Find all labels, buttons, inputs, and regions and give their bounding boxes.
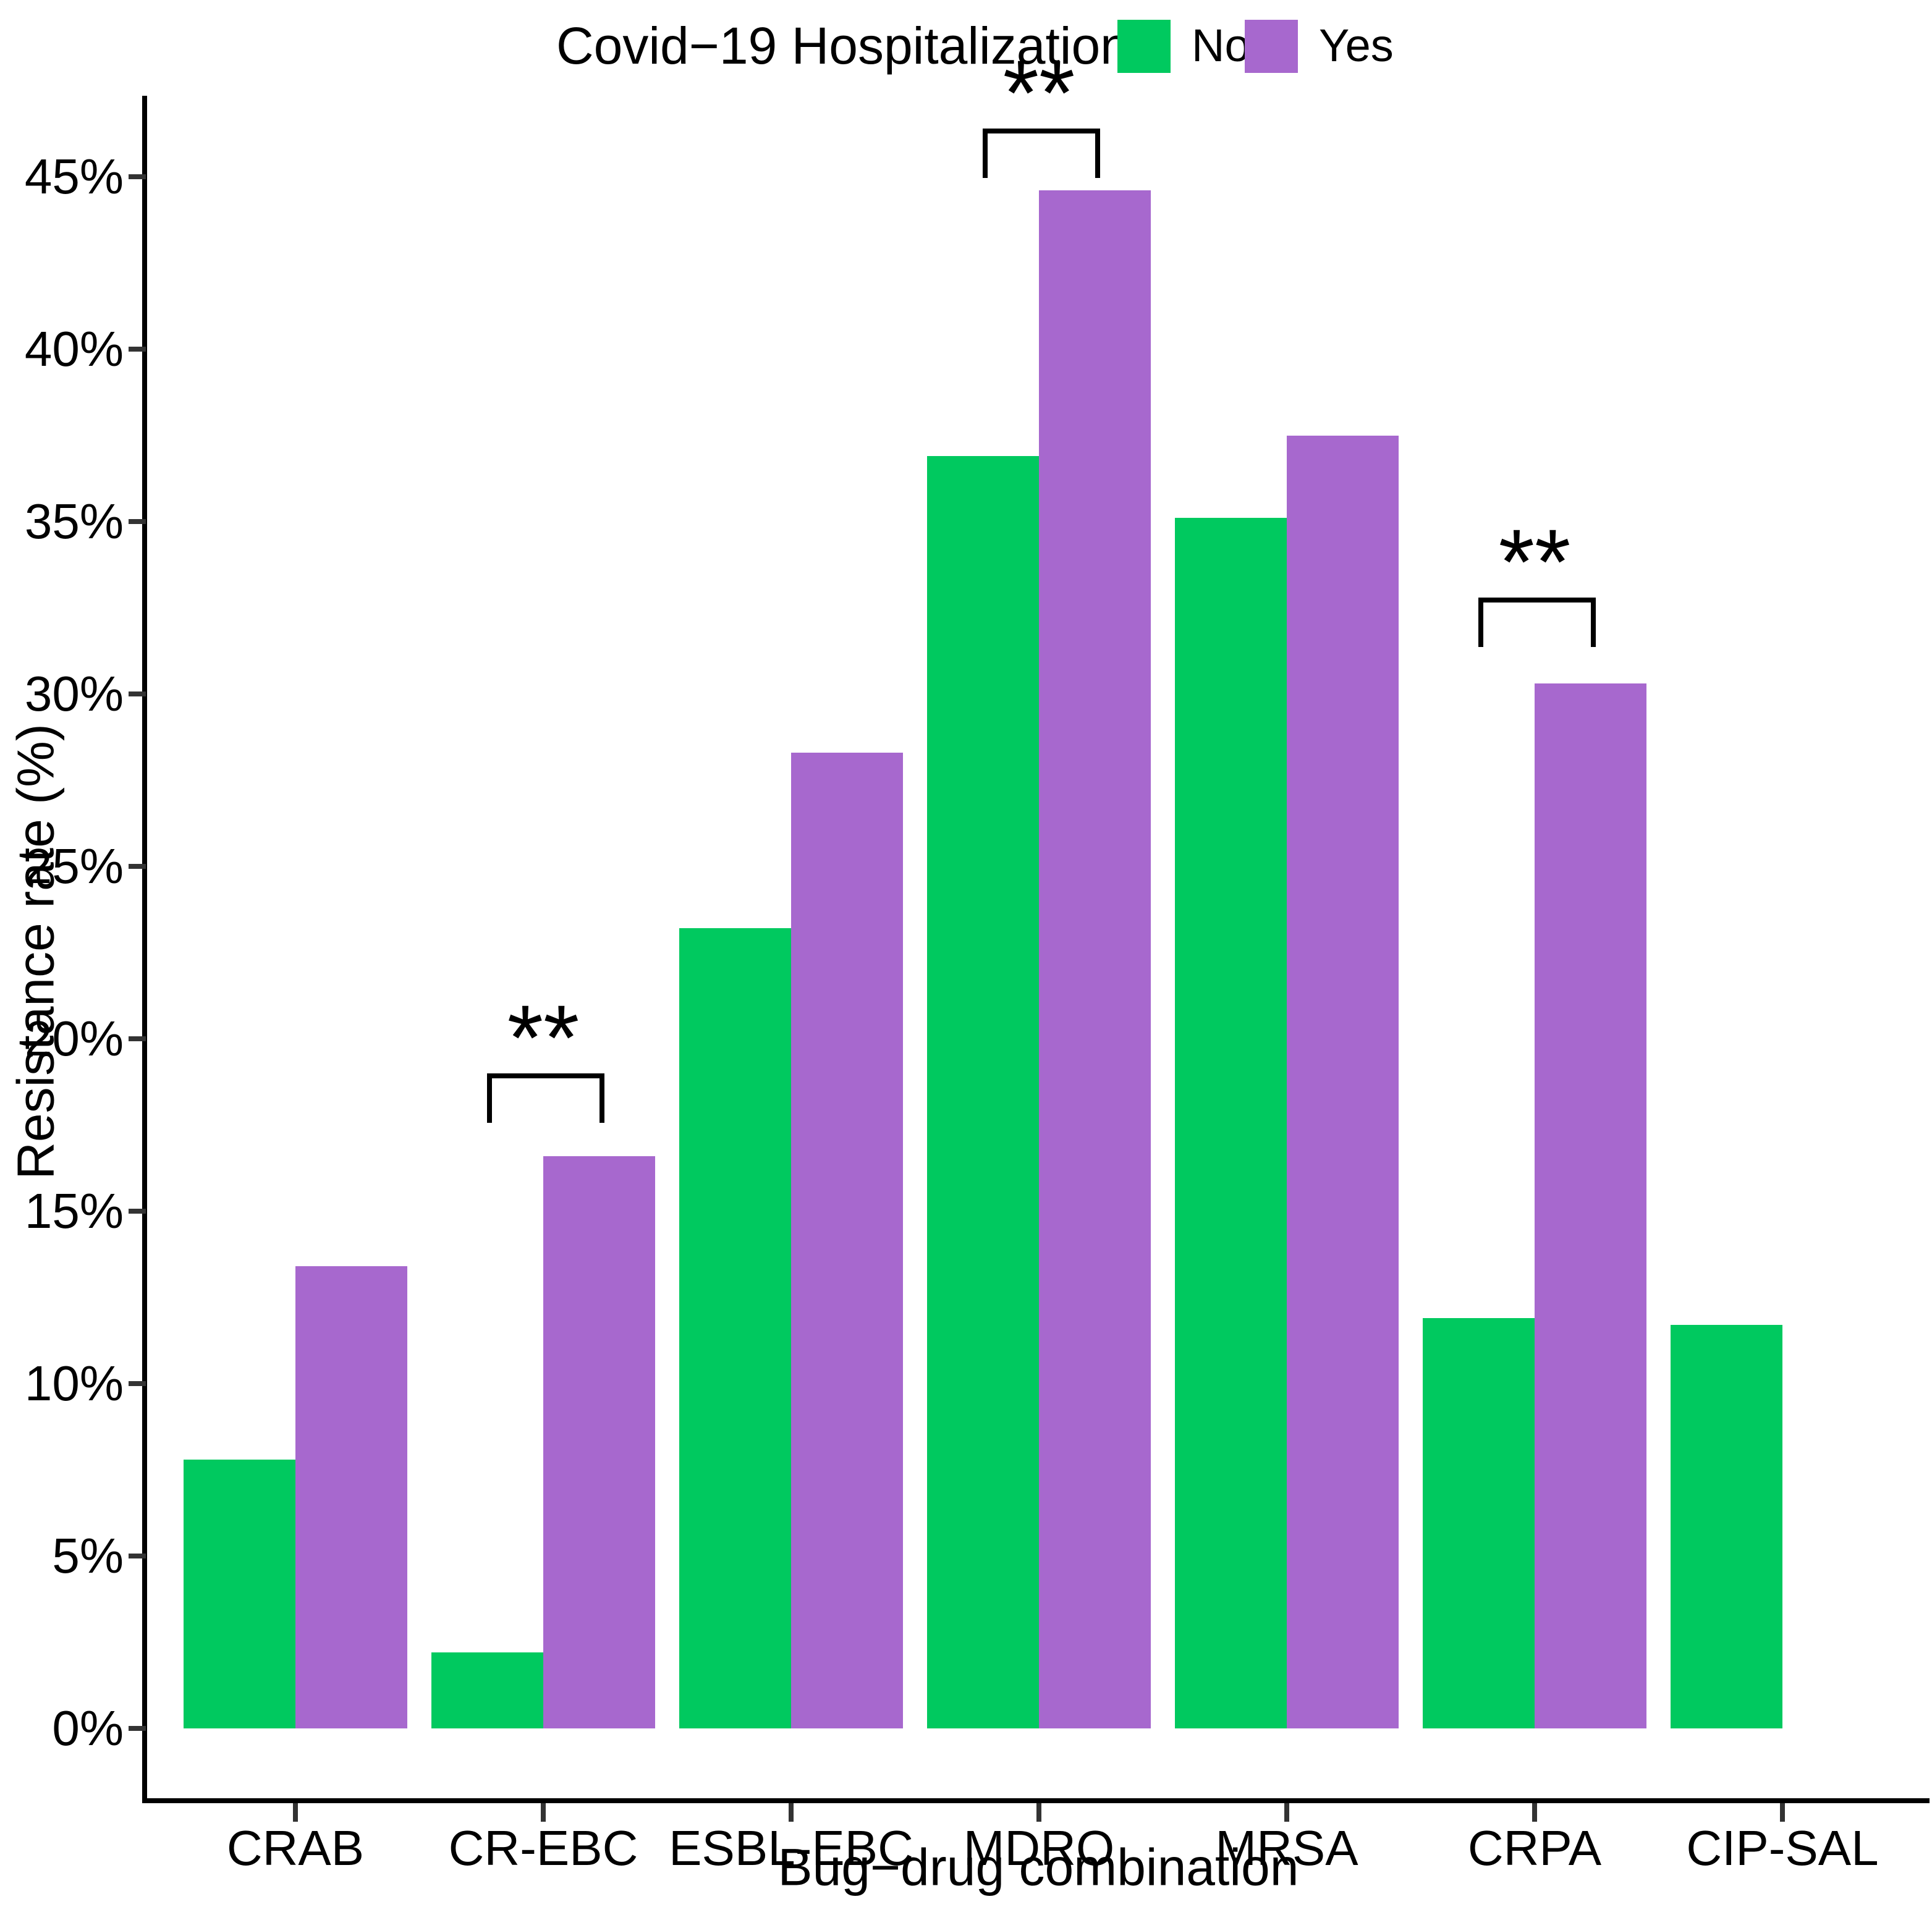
x-tick-label-CRPA: CRPA — [1467, 1820, 1602, 1875]
significance-bracket — [487, 1073, 604, 1078]
y-tick-mark — [129, 1209, 146, 1214]
x-tick-label-CR-EBC: CR-EBC — [448, 1820, 638, 1875]
significance-bracket — [1478, 597, 1596, 603]
significance-bracket-arm — [1095, 128, 1100, 178]
y-tick-label: 10% — [24, 1356, 124, 1411]
y-tick-label: 45% — [24, 149, 124, 204]
significance-stars: ** — [1498, 509, 1571, 614]
bar-no-CRPA — [1423, 1317, 1535, 1728]
legend-title: Covid−19 Hospitalization — [556, 17, 1129, 75]
bar-no-ESBL-EBC — [679, 928, 791, 1728]
x-axis-title: Bug−drug combination — [777, 1838, 1299, 1896]
bar-yes-MDRO — [1039, 190, 1151, 1728]
y-tick-mark — [129, 864, 146, 869]
significance-bracket — [983, 128, 1100, 133]
bar-no-CIP-SAL — [1671, 1325, 1782, 1728]
bar-yes-CR-EBC — [543, 1156, 655, 1728]
y-tick-mark — [129, 691, 146, 696]
y-tick-label: 15% — [24, 1183, 124, 1238]
x-tick-label-MDRO: MDRO — [963, 1820, 1115, 1875]
legend-swatch-yes — [1245, 20, 1298, 73]
x-tick-mark — [1532, 1803, 1537, 1822]
x-tick-label-MRSA: MRSA — [1215, 1820, 1358, 1875]
x-tick-mark — [541, 1803, 546, 1822]
bar-no-CR-EBC — [431, 1652, 543, 1728]
bar-no-MDRO — [927, 455, 1039, 1728]
y-tick-mark — [129, 1381, 146, 1386]
bar-yes-ESBL-EBC — [791, 752, 903, 1728]
bar-yes-MRSA — [1287, 435, 1399, 1728]
y-tick-mark — [129, 174, 146, 179]
y-tick-mark — [129, 519, 146, 524]
x-tick-mark — [1284, 1803, 1289, 1822]
significance-bracket-arm — [487, 1073, 492, 1123]
y-tick-label: 30% — [24, 666, 124, 721]
x-tick-label-CRAB: CRAB — [226, 1820, 365, 1875]
y-tick-mark — [129, 1726, 146, 1731]
y-axis-title: Resistance rate (%) — [6, 724, 65, 1180]
y-tick-label: 0% — [52, 1701, 124, 1756]
significance-bracket-arm — [983, 128, 988, 178]
bar-no-CRAB — [184, 1459, 295, 1728]
x-axis-line — [142, 1798, 1930, 1803]
x-tick-mark — [1036, 1803, 1041, 1822]
y-tick-label: 35% — [24, 494, 124, 549]
y-tick-label: 40% — [24, 321, 124, 376]
significance-bracket-arm — [1478, 597, 1483, 647]
x-tick-mark — [789, 1803, 794, 1822]
legend-swatch-no — [1117, 20, 1171, 73]
significance-stars: ** — [1002, 40, 1075, 145]
significance-bracket-arm — [1591, 597, 1596, 647]
x-tick-mark — [1780, 1803, 1785, 1822]
bar-yes-CRPA — [1535, 683, 1646, 1728]
bar-yes-CRAB — [295, 1266, 407, 1728]
significance-stars: ** — [507, 985, 580, 1089]
significance-bracket-arm — [600, 1073, 604, 1123]
y-axis-line — [142, 96, 147, 1803]
y-tick-label: 5% — [52, 1528, 124, 1583]
y-tick-label: 20% — [24, 1011, 124, 1066]
x-tick-label-CIP-SAL: CIP-SAL — [1686, 1820, 1879, 1875]
y-tick-label: 25% — [24, 839, 124, 894]
x-tick-mark — [293, 1803, 298, 1822]
legend-label-no: No — [1192, 20, 1250, 71]
legend-label-yes: Yes — [1319, 20, 1394, 71]
x-tick-label-ESBL-EBC: ESBL-EBC — [669, 1820, 913, 1875]
bar-no-MRSA — [1175, 518, 1287, 1728]
y-tick-mark — [129, 1036, 146, 1041]
y-tick-mark — [129, 347, 146, 352]
y-tick-mark — [129, 1554, 146, 1558]
